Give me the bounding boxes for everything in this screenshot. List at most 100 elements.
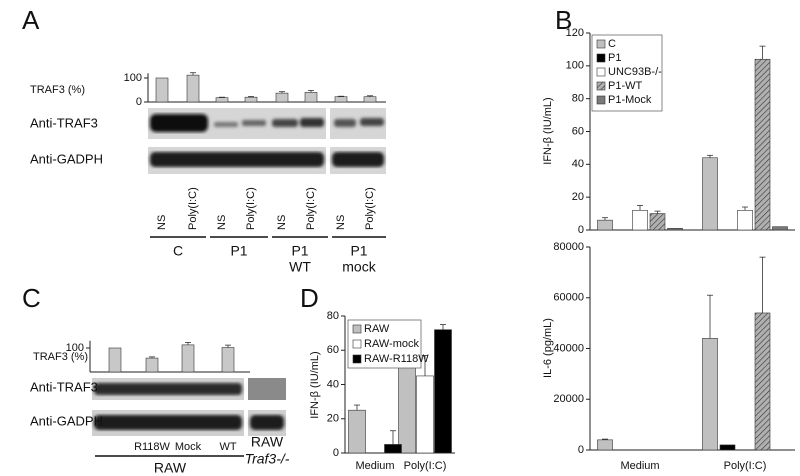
blot-row-label: Anti-GADPH	[30, 413, 103, 428]
y-axis-label: IL-6 (pg/mL)	[542, 318, 554, 378]
lane-label: WT	[219, 441, 236, 453]
bar	[215, 97, 229, 103]
y-tick-label: 0	[578, 224, 584, 236]
lane-label: Poly(I:C)	[187, 187, 199, 230]
legend-label: UNC93B-/-	[608, 66, 662, 78]
bar	[632, 210, 648, 231]
legend-label: C	[608, 38, 616, 50]
group-label: C	[173, 243, 183, 259]
x-tick-label: Poly(I:C)	[404, 460, 447, 472]
legend-swatch	[596, 53, 606, 63]
bar	[597, 439, 613, 451]
blot-row-label: Anti-TRAF3	[30, 115, 98, 130]
panel-label: C	[22, 283, 41, 313]
bar	[702, 157, 718, 231]
bar-hatch	[755, 312, 770, 450]
x-tick-label: Poly(I:C)	[724, 460, 767, 472]
y-tick-label: 80	[572, 93, 584, 105]
legend-swatch	[352, 354, 362, 364]
group-label: RAW	[251, 434, 284, 450]
y-tick-label: 80	[327, 310, 339, 322]
bar	[737, 210, 753, 231]
bar	[304, 92, 318, 103]
bar-hatch	[755, 59, 770, 231]
group-label: WT	[289, 259, 311, 275]
lane-label: NS	[156, 215, 168, 230]
lane-label: NS	[216, 215, 228, 230]
bar	[181, 344, 195, 373]
y-tick-label: 100	[124, 72, 142, 84]
legend-label: RAW-mock	[364, 338, 420, 350]
legend-swatch	[596, 67, 606, 77]
group-label: Traf3-/-	[245, 451, 290, 467]
blot-row-label: Anti-TRAF3	[30, 379, 98, 394]
y-tick-label: 100	[566, 60, 584, 72]
bar	[145, 357, 159, 373]
legend-swatch-hatch	[597, 82, 605, 90]
legend-swatch	[596, 39, 606, 49]
bar	[186, 74, 200, 103]
legend-swatch	[352, 339, 362, 349]
bar	[719, 444, 736, 451]
bar	[667, 228, 683, 231]
legend-label: P1	[608, 52, 621, 64]
y-tick-label: 60000	[553, 292, 584, 304]
y-tick-label: 40000	[553, 342, 584, 354]
y-axis-label: TRAF3 (%)	[30, 84, 85, 96]
panel-label: B	[555, 5, 572, 35]
bar-hatch	[650, 213, 665, 230]
bar	[416, 375, 434, 454]
y-tick-label: 40	[327, 378, 339, 390]
y-tick-label: 0	[578, 444, 584, 456]
y-tick-label: 0	[136, 96, 142, 108]
y-tick-label: 20	[572, 191, 584, 203]
bar	[348, 409, 366, 454]
blot-row-label: Anti-GADPH	[30, 151, 103, 166]
lane-label: R118W	[134, 441, 170, 453]
legend-label: P1-WT	[608, 80, 643, 92]
y-tick-label: 60	[327, 344, 339, 356]
legend-label: RAW	[364, 323, 390, 335]
bar	[334, 96, 348, 103]
bar	[434, 329, 452, 454]
y-tick-label: 40	[572, 158, 584, 170]
blot-a: Anti-TRAF3 Anti-GADPH	[30, 108, 386, 174]
y-tick-label: 60	[572, 125, 584, 137]
bar	[155, 77, 169, 103]
group-label: mock	[342, 259, 376, 275]
y-tick-label: 80000	[553, 241, 584, 253]
y-axis-label: IFN-β (IU/mL)	[542, 97, 554, 164]
bar	[363, 96, 377, 103]
y-tick-label: 20000	[553, 393, 584, 405]
bar	[275, 92, 289, 103]
y-axis-label: TRAF3 (%)	[33, 351, 88, 363]
lane-label: NS	[276, 215, 288, 230]
bar	[772, 226, 788, 231]
y-tick-label: 20	[327, 413, 339, 425]
group-label: P1	[350, 243, 367, 259]
x-tick-label: Medium	[355, 460, 394, 472]
y-tick-label: 120	[566, 27, 584, 39]
y-tick-label: 100	[66, 342, 84, 354]
bar	[384, 444, 402, 454]
legend-label: P1-Mock	[608, 94, 652, 106]
legend-label: RAW-R118W	[364, 353, 429, 365]
group-label: P1	[291, 243, 308, 259]
legend-swatch	[596, 95, 606, 105]
group-label: P1	[230, 243, 247, 259]
bar	[221, 347, 235, 373]
panel-label: D	[300, 283, 319, 313]
lane-label: NS	[335, 215, 347, 230]
panel-label: A	[22, 5, 40, 35]
lane-label: Poly(I:C)	[305, 187, 317, 230]
y-axis-label: IFN-β (IU/mL)	[309, 351, 321, 418]
legend-swatch	[352, 324, 362, 334]
bar	[244, 96, 258, 103]
bar	[597, 219, 613, 231]
y-tick-label: 0	[333, 447, 339, 459]
x-tick-label: Medium	[620, 460, 659, 472]
group-label: RAW	[154, 460, 187, 476]
bar	[702, 338, 718, 451]
bar	[108, 347, 122, 373]
